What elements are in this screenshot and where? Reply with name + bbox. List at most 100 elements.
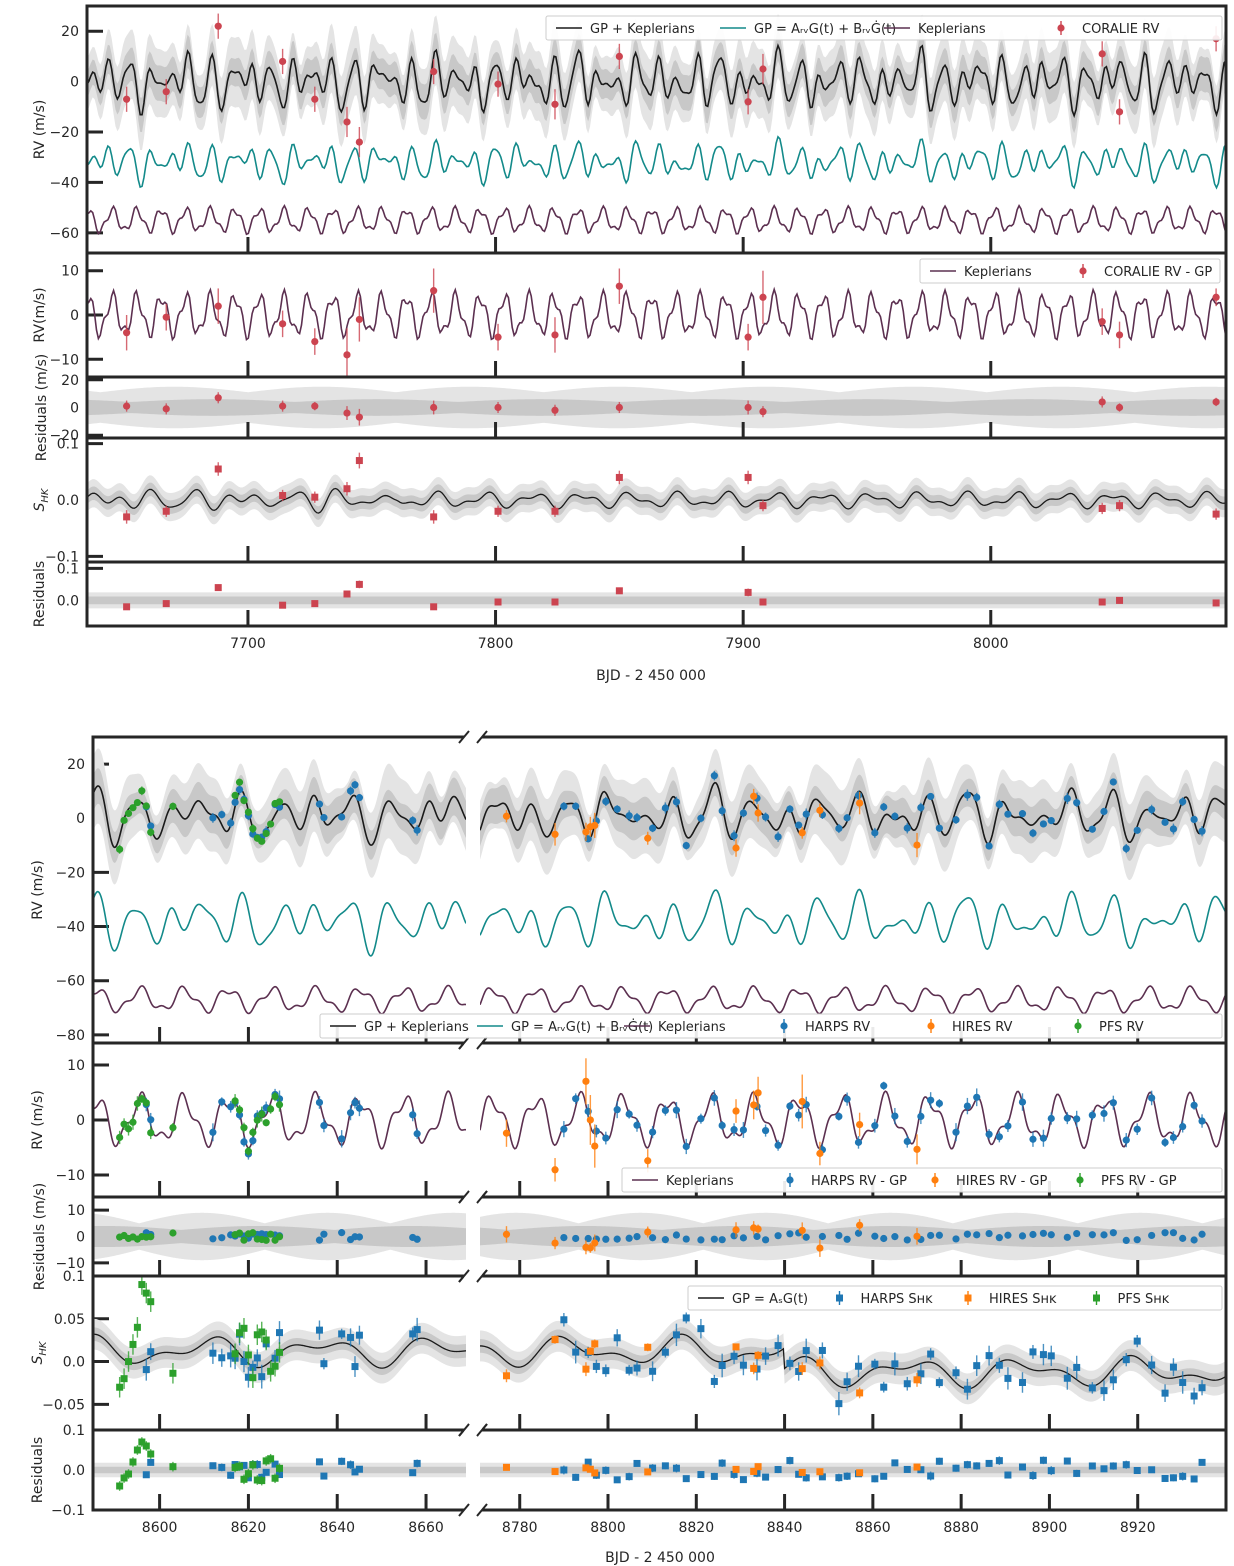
harps-point <box>891 812 899 820</box>
hires-point <box>551 1468 559 1476</box>
pfs-point <box>249 1374 257 1382</box>
pfs-point <box>244 1351 252 1359</box>
harps-point <box>1029 829 1037 837</box>
harps-point <box>843 1378 851 1386</box>
harps-point <box>710 1472 718 1480</box>
harps-point <box>871 829 879 837</box>
harps-point <box>927 1231 935 1240</box>
harps-point <box>1073 1115 1081 1123</box>
hires-point <box>732 1107 740 1115</box>
harps-point <box>648 1128 657 1136</box>
harps-point <box>1148 1231 1156 1240</box>
harps-point <box>935 1379 943 1387</box>
harps-point <box>995 1234 1003 1242</box>
harps-point <box>952 1128 960 1136</box>
hires-point <box>816 1468 824 1476</box>
harps-point <box>235 1111 244 1119</box>
harps-point <box>1100 807 1108 816</box>
harps-point <box>409 816 417 825</box>
harps-point <box>413 1459 421 1467</box>
harps-point <box>320 1472 328 1480</box>
hires-point <box>913 1376 921 1384</box>
hires-point <box>856 1121 864 1129</box>
harps-point <box>240 1358 248 1366</box>
harps-point <box>985 1352 993 1360</box>
coralie-point <box>1098 318 1106 326</box>
coralie-point <box>615 282 623 290</box>
harps-point <box>633 1364 641 1372</box>
harps-point <box>1133 1125 1141 1133</box>
harps-point <box>963 1385 971 1393</box>
coralie-point <box>214 302 222 310</box>
x-tick-label: 7900 <box>725 636 761 652</box>
y-axis-label: RV (m/s) <box>30 1090 46 1150</box>
harps-point <box>697 1325 705 1333</box>
axis-break-gap <box>464 1037 482 1049</box>
harps-point <box>1047 1352 1055 1360</box>
harps-point <box>774 1466 782 1474</box>
coralie-point <box>123 329 131 337</box>
harps-point <box>262 1468 270 1476</box>
coralie-point <box>494 507 502 515</box>
legend-entry: HIRES RV - GP <box>956 1174 1047 1189</box>
harps-point <box>774 1342 782 1350</box>
harps-point <box>795 1111 803 1119</box>
pfs-point <box>271 1092 279 1101</box>
harps-point <box>1018 1098 1027 1106</box>
harps-point <box>880 1472 888 1480</box>
gp-keplerians-line <box>87 43 1226 119</box>
harps-point <box>730 1470 738 1478</box>
hires-point <box>732 1343 740 1351</box>
y-tick-label: −80 <box>55 1028 85 1044</box>
harps-point <box>1133 826 1141 834</box>
harps-point <box>1047 1231 1055 1239</box>
harps-point <box>315 1458 323 1466</box>
harps-point <box>843 814 851 822</box>
coralie-point <box>311 337 319 346</box>
pfs-point <box>169 802 177 810</box>
axis-break-mark <box>458 1269 470 1283</box>
y-tick-label: −60 <box>49 226 79 242</box>
hires-point <box>591 1340 599 1348</box>
pfs-point <box>169 1369 177 1377</box>
coralie-point <box>551 507 559 515</box>
hires-point <box>754 809 762 817</box>
harps-point <box>351 1468 359 1476</box>
harps-point <box>973 1462 981 1470</box>
harps-point <box>560 1234 568 1242</box>
harps-point <box>927 1472 935 1480</box>
y-tick-label: −20 <box>55 865 85 881</box>
pfs-point <box>249 1128 257 1136</box>
harps-point <box>843 1235 851 1243</box>
harps-point <box>633 1459 641 1467</box>
harps-point <box>409 1111 417 1119</box>
y-tick-label: 0 <box>70 75 79 91</box>
hires-point <box>586 1347 594 1355</box>
coralie-point <box>214 22 222 30</box>
harps-point <box>592 1127 600 1135</box>
coralie-point <box>430 287 438 295</box>
harps-point <box>697 1471 705 1479</box>
coralie-point <box>1116 502 1124 510</box>
harps-point <box>142 1471 150 1479</box>
harps-point <box>1109 778 1117 786</box>
hires-point <box>551 1239 559 1247</box>
harps-point <box>1190 815 1198 824</box>
pfs-point <box>253 1116 261 1124</box>
coralie-point <box>1212 510 1220 518</box>
harps-point <box>625 812 633 820</box>
hires-point <box>502 1129 511 1137</box>
harps-point <box>613 1334 621 1342</box>
x-tick-label: 8780 <box>502 1520 538 1536</box>
coralie-point <box>615 473 623 481</box>
hires-point <box>582 1365 590 1373</box>
harps-point <box>1148 1466 1156 1474</box>
hires-point <box>551 1166 559 1174</box>
axis-break-mark <box>476 1503 488 1517</box>
y-axis-label: Residuals (m/s) <box>32 1183 48 1290</box>
pfs-point <box>120 816 128 824</box>
legend-entry: Keplerians <box>658 1020 726 1035</box>
harps-point <box>338 1330 346 1338</box>
harps-point <box>682 1142 690 1151</box>
coralie-point <box>551 406 559 414</box>
